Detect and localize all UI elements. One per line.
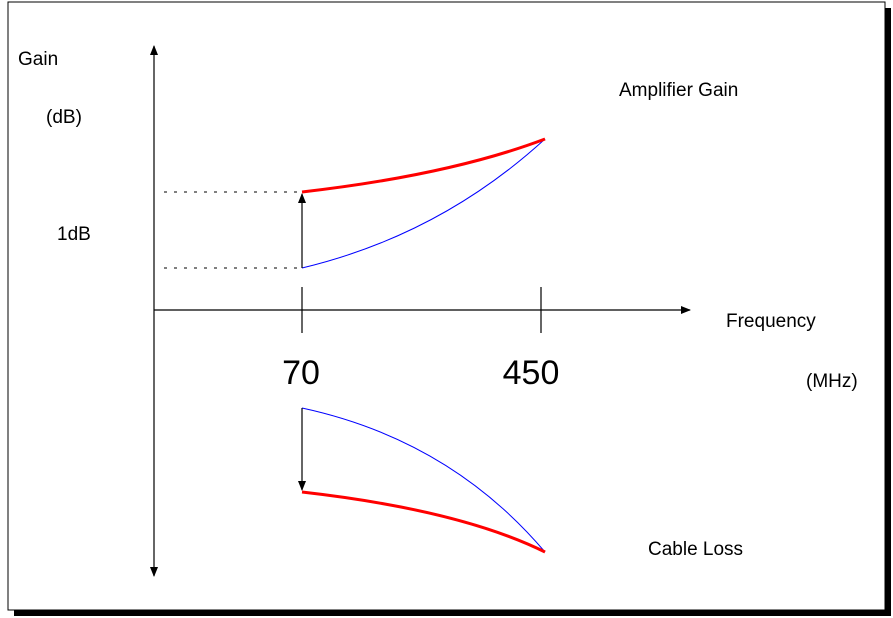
cable-loss-thick-curve xyxy=(301,490,546,554)
amplifier-gain-thick-curve xyxy=(301,137,546,194)
cable-loss-label: Cable Loss xyxy=(648,539,743,560)
gain-label: Gain xyxy=(18,49,58,70)
tick-label-70: 70 xyxy=(282,354,320,392)
amplifier-gain-thin-curve xyxy=(301,138,546,269)
one-db-label: 1dB xyxy=(57,224,91,245)
frame-border xyxy=(7,1,886,611)
tick-label-450: 450 xyxy=(503,354,560,392)
cable-loss-thin-curve xyxy=(301,407,546,553)
frequency-unit-label: (MHz) xyxy=(806,371,858,392)
frequency-label: Frequency xyxy=(726,311,816,332)
amplifier-gain-label: Amplifier Gain xyxy=(619,80,738,101)
gain-unit-label: (dB) xyxy=(46,107,82,128)
